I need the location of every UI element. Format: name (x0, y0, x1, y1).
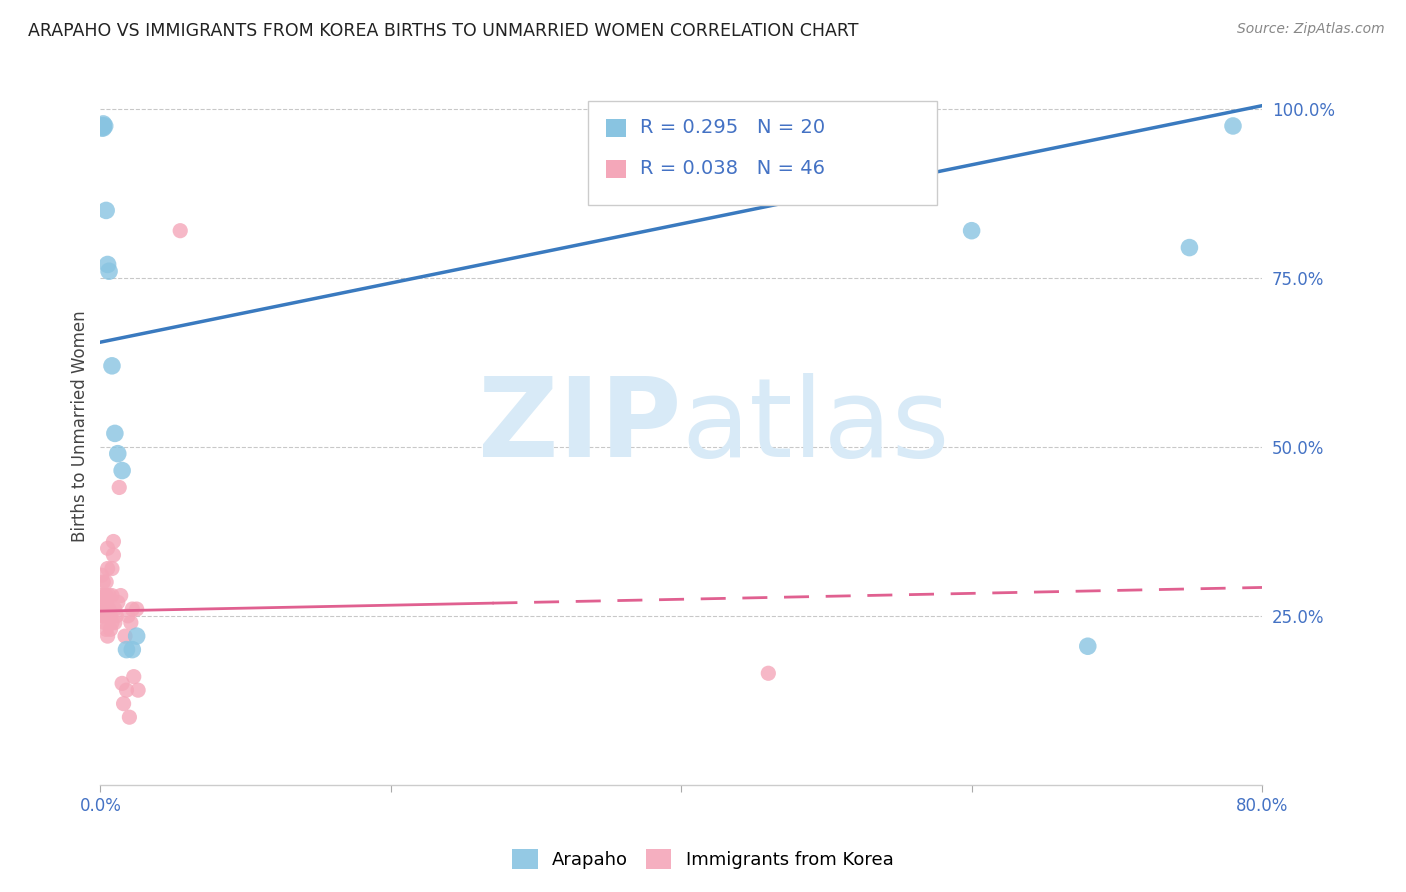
Point (110, 589, 132, 603)
Point (960, 224, 983, 238)
Point (91, 119, 114, 133)
Point (108, 480, 131, 494)
Point (169, 224, 191, 238)
Text: ARAPAHO VS IMMIGRANTS FROM KOREA BIRTHS TO UNMARRIED WOMEN CORRELATION CHART: ARAPAHO VS IMMIGRANTS FROM KOREA BIRTHS … (28, 22, 859, 40)
Point (117, 608, 139, 623)
Point (90, 602, 112, 616)
Point (121, 602, 143, 616)
Point (103, 548, 125, 562)
Point (98, 264, 121, 278)
Point (104, 426, 127, 441)
Text: Source: ZipAtlas.com: Source: ZipAtlas.com (1237, 22, 1385, 37)
Point (96, 203, 118, 218)
Point (101, 589, 124, 603)
Point (115, 642, 138, 657)
Point (90, 589, 112, 603)
Point (107, 595, 129, 609)
Point (100, 608, 122, 623)
Point (98, 608, 121, 623)
FancyBboxPatch shape (588, 101, 936, 204)
Point (120, 615, 142, 630)
Point (112, 697, 135, 711)
Point (107, 447, 129, 461)
Point (104, 615, 127, 630)
Point (91, 117, 114, 131)
Y-axis label: Births to Unmarried Women: Births to Unmarried Women (72, 310, 89, 542)
Point (97, 541, 120, 556)
Point (93, 589, 115, 603)
Point (1222, 119, 1244, 133)
Point (96, 623, 118, 637)
Point (121, 642, 143, 657)
Point (98, 589, 121, 603)
Point (103, 534, 125, 549)
Point (93, 119, 115, 133)
Point (105, 608, 128, 623)
Point (90, 120, 112, 135)
Point (91, 608, 114, 623)
Point (91, 595, 114, 609)
Point (97, 629, 120, 643)
Point (96, 602, 118, 616)
Point (91, 120, 114, 135)
Point (115, 683, 138, 698)
Point (111, 676, 134, 690)
Point (127, 683, 149, 698)
Point (111, 464, 134, 478)
Point (93, 602, 115, 616)
Point (101, 615, 124, 630)
Point (90, 568, 112, 582)
Point (1178, 241, 1201, 255)
Point (104, 602, 127, 616)
Point (90, 608, 112, 623)
Point (125, 602, 148, 616)
Point (101, 561, 124, 575)
Point (118, 710, 141, 724)
Point (1077, 639, 1099, 653)
Point (98, 602, 121, 616)
Legend: Arapaho, Immigrants from Korea: Arapaho, Immigrants from Korea (503, 839, 903, 879)
Text: atlas: atlas (681, 373, 949, 480)
Point (96, 589, 118, 603)
Text: ZIP: ZIP (478, 373, 681, 480)
FancyBboxPatch shape (606, 160, 626, 178)
Point (93, 615, 115, 630)
Point (125, 629, 148, 643)
Point (122, 670, 145, 684)
Text: R = 0.038   N = 46: R = 0.038 N = 46 (640, 160, 825, 178)
FancyBboxPatch shape (606, 119, 626, 136)
Point (90, 119, 112, 133)
Point (91, 575, 114, 590)
Point (100, 623, 122, 637)
Point (97, 257, 120, 271)
Point (114, 629, 136, 643)
Text: R = 0.295   N = 20: R = 0.295 N = 20 (640, 119, 825, 137)
Point (756, 666, 779, 681)
Point (96, 575, 118, 590)
Point (101, 359, 124, 373)
Point (97, 561, 120, 575)
